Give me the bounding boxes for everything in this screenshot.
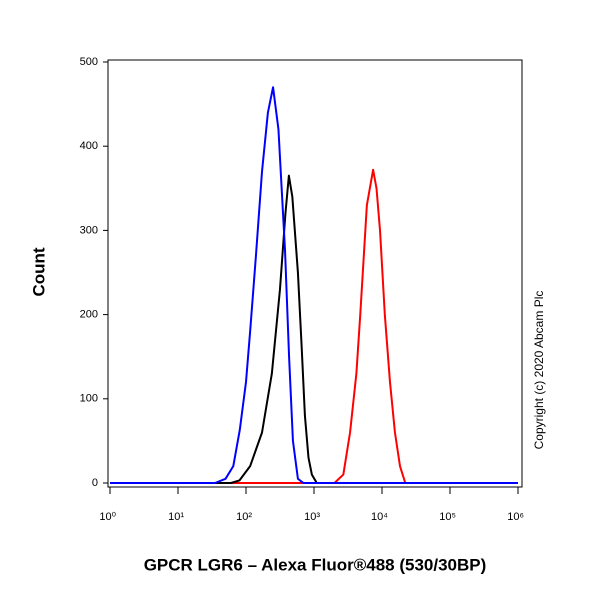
y-tick-label: 0 <box>92 477 98 489</box>
x-tick-label: 10⁰ <box>99 511 116 523</box>
histogram-line <box>110 168 518 484</box>
x-tick-label: 10² <box>236 511 252 523</box>
x-tick-label: 10⁵ <box>439 511 456 523</box>
x-tick-label: 10¹ <box>168 511 184 523</box>
histogram-line <box>110 174 518 484</box>
y-axis-title: Count <box>29 247 48 296</box>
y-tick-label: 200 <box>80 309 98 321</box>
y-tick-label: 500 <box>80 56 98 68</box>
x-tick-label: 10³ <box>304 511 320 523</box>
y-tick-label: 400 <box>80 140 98 152</box>
plot-frame <box>107 59 523 488</box>
y-tick-label: 100 <box>80 393 98 405</box>
x-axis-title: GPCR LGR6 – Alexa Fluor®488 (530/30BP) <box>144 555 487 574</box>
histogram-line <box>110 86 518 484</box>
copyright: Copyright (c) 2020 Abcam Plc <box>532 291 546 450</box>
y-tick-label: 300 <box>80 224 98 236</box>
x-tick-label: 10⁶ <box>507 511 524 523</box>
x-tick-label: 10⁴ <box>371 511 388 523</box>
